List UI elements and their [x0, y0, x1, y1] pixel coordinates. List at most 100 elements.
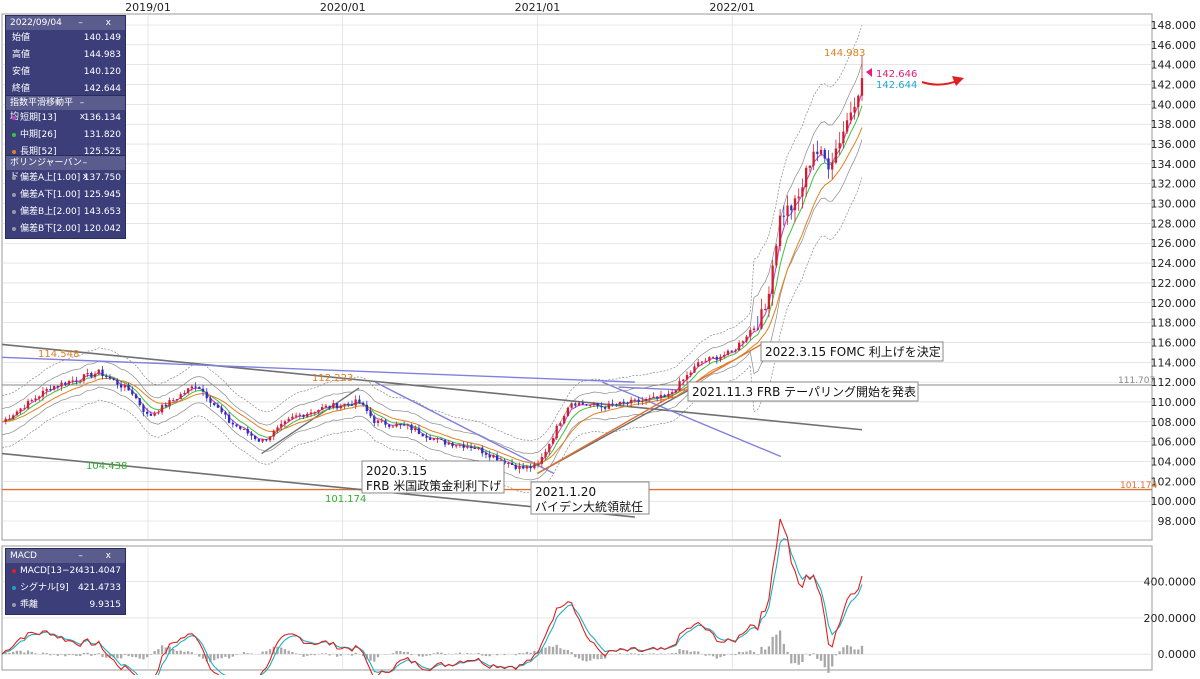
macd-histogram-bar: [589, 654, 591, 660]
macd-histogram-bar: [600, 654, 602, 659]
candle-body: [157, 412, 159, 413]
macd-histogram-bar: [284, 649, 286, 654]
candle-body: [578, 403, 580, 406]
ohlc-panel-header[interactable]: 2022/09/04 – x: [6, 16, 125, 30]
panel-controls[interactable]: – x: [78, 16, 121, 30]
macd-histogram-bar: [719, 654, 721, 657]
macd-histogram-bar: [809, 654, 811, 656]
candle-body: [221, 408, 223, 413]
macd-histogram-bar: [157, 649, 159, 654]
candle-body: [373, 416, 375, 423]
macd-histogram-bar: [161, 645, 163, 654]
candle-body: [120, 385, 122, 388]
ema-label: 中期[26]: [12, 127, 84, 144]
candle-body: [142, 405, 144, 412]
candle-body: [764, 309, 766, 310]
candle-body: [79, 381, 81, 382]
macd-histogram-bar: [641, 654, 643, 655]
candle-body: [656, 397, 658, 399]
bollinger-value: 125.945: [84, 187, 121, 204]
candle-body: [377, 420, 379, 422]
candle-body: [548, 444, 550, 452]
candle-body: [749, 330, 751, 337]
candle-body: [98, 370, 100, 374]
series-color-icon: [12, 133, 16, 137]
candle-body: [191, 386, 193, 388]
ohlc-label: 始値: [12, 30, 84, 47]
candle-body: [626, 403, 628, 404]
macd-histogram-bar: [790, 654, 792, 663]
price-tick-label: 106.000: [1151, 436, 1197, 449]
candle-body: [451, 443, 453, 446]
annotation-2020-text: FRB 米国政策金利利下げ: [366, 478, 501, 493]
candle-body: [42, 391, 44, 397]
candle-body: [433, 439, 435, 440]
macd-histogram-bar: [31, 652, 33, 654]
candle-body: [113, 378, 115, 380]
macd-histogram-bar: [522, 653, 524, 654]
macd-histogram-bar: [440, 653, 442, 655]
macd-histogram-bar: [466, 653, 468, 654]
candle-body: [165, 405, 167, 407]
macd-histogram-bar: [328, 654, 330, 655]
candle-body: [704, 361, 706, 362]
candle-body: [38, 397, 40, 399]
macd-histogram-bar: [101, 654, 103, 657]
ema-value: 136.134: [84, 110, 121, 127]
candle-body: [630, 400, 632, 404]
candle-body: [515, 465, 517, 469]
candle-body: [723, 355, 725, 357]
bollinger-row: 偏差A上[1.00]137.750: [6, 170, 125, 187]
price-tick-label: 128.000: [1151, 217, 1197, 230]
x-tick-label: 2019/01: [125, 1, 171, 14]
macd-histogram-bar: [280, 648, 282, 655]
ema-panel-header[interactable]: 指数平滑移動平均 – x: [6, 96, 125, 110]
macd-histogram-bar: [585, 654, 587, 661]
macd-legend-row: シグナル[9]421.4733: [6, 580, 125, 597]
candle-body: [362, 403, 364, 405]
candle-body: [27, 401, 29, 408]
macd-histogram-bar: [27, 651, 29, 655]
macd-histogram-bar: [530, 653, 532, 654]
candle-body: [772, 265, 774, 293]
macd-histogram-bar: [410, 654, 412, 655]
macd-panel-title: MACD: [10, 549, 37, 563]
macd-histogram-bar: [64, 654, 66, 656]
candle-body: [496, 455, 498, 460]
macd-histogram-bar: [593, 654, 595, 659]
candle-body: [86, 373, 88, 374]
candle-body: [470, 447, 472, 448]
candle-body: [46, 389, 48, 391]
annotation-2022-fomc: 2022.3.15 FOMC 利上げを決定: [761, 342, 943, 361]
macd-histogram-bar: [582, 654, 584, 660]
macd-histogram-bar: [399, 651, 401, 654]
macd-histogram-bar: [783, 644, 785, 654]
macd-panel-header[interactable]: MACD – x: [6, 549, 125, 563]
candle-body: [75, 380, 77, 381]
candle-body: [395, 424, 397, 427]
candle-body: [570, 403, 572, 407]
panel-controls[interactable]: – x: [83, 156, 121, 170]
candle-body: [135, 394, 137, 398]
panel-controls[interactable]: – x: [78, 549, 121, 563]
macd-histogram-bar: [515, 654, 517, 655]
price-tick-label: 116.000: [1151, 336, 1197, 349]
series-color-icon: [12, 603, 16, 607]
candle-body: [448, 443, 450, 445]
macd-histogram-bar: [23, 652, 25, 654]
macd-histogram-bar: [351, 654, 353, 656]
candle-body: [831, 163, 833, 170]
candle-body: [358, 400, 360, 403]
annotation-tapering-text: 2021.11.3 FRB テーパリング開始を発表: [692, 385, 916, 399]
panel-controls[interactable]: – x: [80, 96, 121, 110]
candle-body: [708, 357, 710, 361]
ohlc-label: 高値: [12, 47, 84, 64]
macd-histogram-bar: [496, 654, 498, 655]
candle-body: [712, 357, 714, 358]
bollinger-panel-header[interactable]: ボリンジャーバンド – x: [6, 156, 125, 170]
candle-body: [835, 148, 837, 162]
macd-histogram-bar: [94, 654, 96, 655]
